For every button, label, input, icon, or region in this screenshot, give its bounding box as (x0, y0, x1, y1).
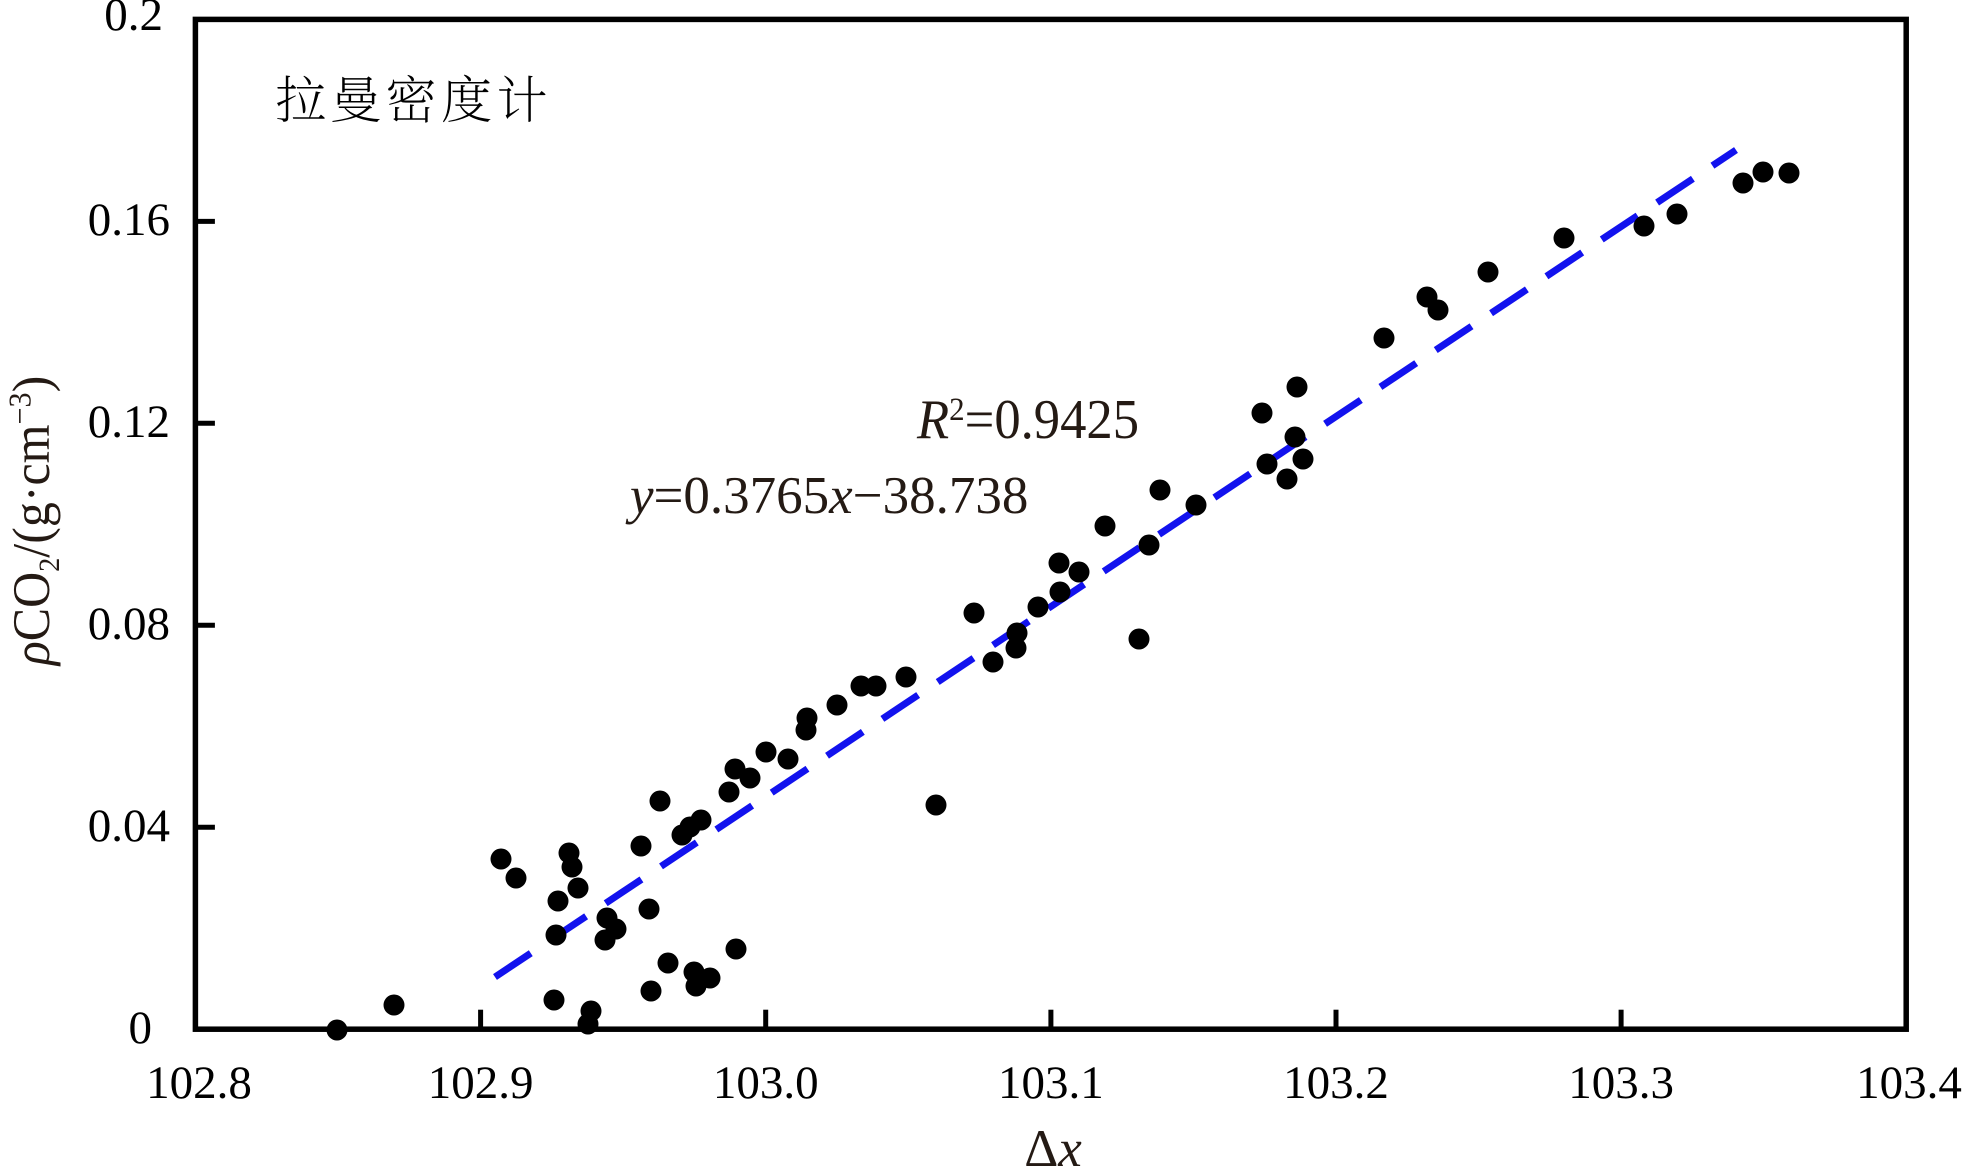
svg-text:102.8: 102.8 (146, 1057, 252, 1109)
svg-text:R2=0.9425: R2=0.9425 (916, 389, 1139, 451)
svg-text:Δx: Δx (1024, 1120, 1082, 1175)
svg-text:103.2: 103.2 (1283, 1057, 1389, 1109)
svg-text:102.9: 102.9 (428, 1057, 534, 1109)
svg-text:0.16: 0.16 (88, 194, 170, 246)
svg-text:103.4: 103.4 (1856, 1057, 1962, 1109)
svg-text:ρCO2/(g·cm−3): ρCO2/(g·cm−3) (2, 376, 67, 667)
svg-text:0.04: 0.04 (88, 800, 170, 852)
svg-text:0.2: 0.2 (104, 0, 163, 41)
svg-text:0.12: 0.12 (88, 396, 170, 448)
svg-text:103.0: 103.0 (713, 1057, 819, 1109)
svg-text:0: 0 (129, 1002, 153, 1054)
svg-text:y=0.3765x−38.738: y=0.3765x−38.738 (625, 467, 1028, 525)
svg-text:103.3: 103.3 (1568, 1057, 1674, 1109)
svg-text:103.1: 103.1 (998, 1057, 1104, 1109)
svg-text:0.08: 0.08 (88, 598, 170, 650)
